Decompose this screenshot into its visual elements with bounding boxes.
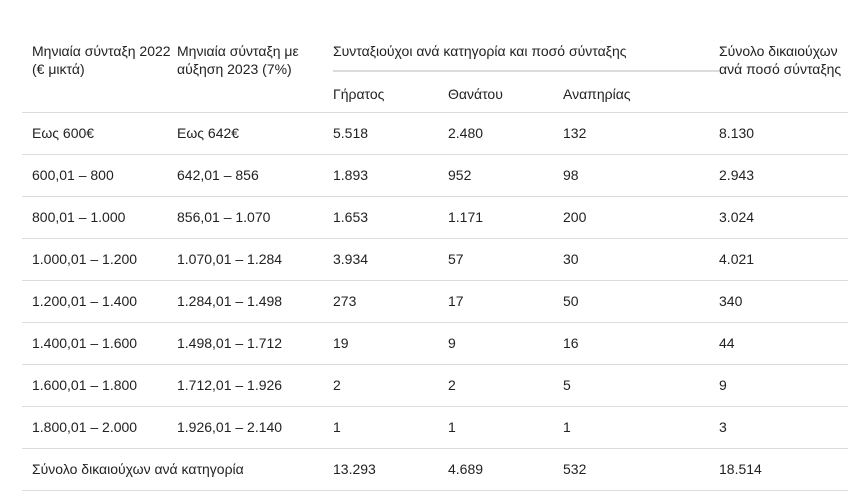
cell-disability: 30: [563, 238, 720, 281]
cell-old-age: 1.893: [333, 154, 448, 197]
cell-range-2022: 1.200,01 – 1.400: [22, 280, 177, 323]
cell-old-age: 273: [333, 280, 448, 323]
cell-range-2023: 1.070,01 – 1.284: [177, 238, 333, 281]
table-header: Μηνιαία σύνταξη 2022 (€ μικτά) Μηνιαία σ…: [22, 28, 849, 113]
cell-old-age: 1: [333, 406, 448, 449]
cell-death: 57: [448, 238, 563, 281]
cell-range-2023: 856,01 – 1.070: [177, 196, 333, 239]
totals-row: Σύνολο δικαιούχων ανά κατηγορία 13.293 4…: [22, 448, 849, 491]
cell-disability: 5: [563, 364, 720, 407]
cell-disability: 50: [563, 280, 720, 323]
table-row: 1.800,01 – 2.000 1.926,01 – 2.140 1 1 1 …: [22, 406, 849, 449]
cell-total: 8.130: [719, 112, 849, 155]
cell-disability: 16: [563, 322, 720, 365]
header-old-age: Γήρατος: [333, 86, 385, 102]
cell-total: 3: [719, 406, 849, 449]
cell-total: 4.021: [719, 238, 849, 281]
header-pension-2023: Μηνιαία σύνταξη με αύξηση 2023 (7%): [177, 43, 299, 77]
cell-range-2023: 1.712,01 – 1.926: [177, 364, 333, 407]
cell-total: 9: [719, 364, 849, 407]
cell-range-2023: 1.926,01 – 2.140: [177, 406, 333, 449]
cell-total: 3.024: [719, 196, 849, 239]
cell-disability: 1: [563, 406, 720, 449]
totals-old-age: 13.293: [333, 448, 448, 491]
header-group-categories: Συνταξιούχοι ανά κατηγορία και ποσό σύντ…: [333, 28, 720, 72]
table-row: Εως 600€ Εως 642€ 5.518 2.480 132 8.130: [22, 112, 849, 155]
cell-range-2023: 1.284,01 – 1.498: [177, 280, 333, 323]
cell-range-2023: 642,01 – 856: [177, 154, 333, 197]
table-row: 800,01 – 1.000 856,01 – 1.070 1.653 1.17…: [22, 196, 849, 239]
cell-old-age: 3.934: [333, 238, 448, 281]
cell-range-2022: 800,01 – 1.000: [22, 196, 177, 239]
cell-old-age: 19: [333, 322, 448, 365]
cell-total: 340: [719, 280, 849, 323]
cell-old-age: 5.518: [333, 112, 448, 155]
cell-disability: 200: [563, 196, 720, 239]
header-pension-2022: Μηνιαία σύνταξη 2022 (€ μικτά): [32, 43, 171, 77]
cell-total: 2.943: [719, 154, 849, 197]
cell-death: 1: [448, 406, 563, 449]
cell-range-2023: Εως 642€: [177, 112, 333, 155]
totals-disability: 532: [563, 448, 720, 491]
header-death: Θανάτου: [448, 86, 503, 102]
cell-old-age: 1.653: [333, 196, 448, 239]
totals-death: 4.689: [448, 448, 563, 491]
totals-label: Σύνολο δικαιούχων ανά κατηγορία: [22, 448, 333, 491]
cell-death: 952: [448, 154, 563, 197]
cell-disability: 98: [563, 154, 720, 197]
cell-range-2022: 600,01 – 800: [22, 154, 177, 197]
cell-range-2022: Εως 600€: [22, 112, 177, 155]
cell-disability: 132: [563, 112, 720, 155]
table-row: 1.200,01 – 1.400 1.284,01 – 1.498 273 17…: [22, 280, 849, 323]
table-row: 1.000,01 – 1.200 1.070,01 – 1.284 3.934 …: [22, 238, 849, 281]
pension-table: Μηνιαία σύνταξη 2022 (€ μικτά) Μηνιαία σ…: [22, 28, 849, 491]
cell-range-2022: 1.600,01 – 1.800: [22, 364, 177, 407]
cell-death: 17: [448, 280, 563, 323]
header-total-by-amount: Σύνολο δικαιούχων ανά ποσό σύνταξης: [719, 43, 842, 77]
cell-range-2022: 1.800,01 – 2.000: [22, 406, 177, 449]
cell-old-age: 2: [333, 364, 448, 407]
cell-total: 44: [719, 322, 849, 365]
cell-death: 1.171: [448, 196, 563, 239]
table-row: 1.400,01 – 1.600 1.498,01 – 1.712 19 9 1…: [22, 322, 849, 365]
cell-death: 9: [448, 322, 563, 365]
cell-range-2022: 1.000,01 – 1.200: [22, 238, 177, 281]
totals-total: 18.514: [719, 448, 849, 491]
table-row: 600,01 – 800 642,01 – 856 1.893 952 98 2…: [22, 154, 849, 197]
cell-range-2023: 1.498,01 – 1.712: [177, 322, 333, 365]
header-disability: Αναπηρίας: [563, 86, 631, 102]
cell-range-2022: 1.400,01 – 1.600: [22, 322, 177, 365]
cell-death: 2.480: [448, 112, 563, 155]
pension-table-container: Μηνιαία σύνταξη 2022 (€ μικτά) Μηνιαία σ…: [22, 28, 849, 491]
table-row: 1.600,01 – 1.800 1.712,01 – 1.926 2 2 5 …: [22, 364, 849, 407]
cell-death: 2: [448, 364, 563, 407]
table-body: Εως 600€ Εως 642€ 5.518 2.480 132 8.130 …: [22, 112, 849, 491]
